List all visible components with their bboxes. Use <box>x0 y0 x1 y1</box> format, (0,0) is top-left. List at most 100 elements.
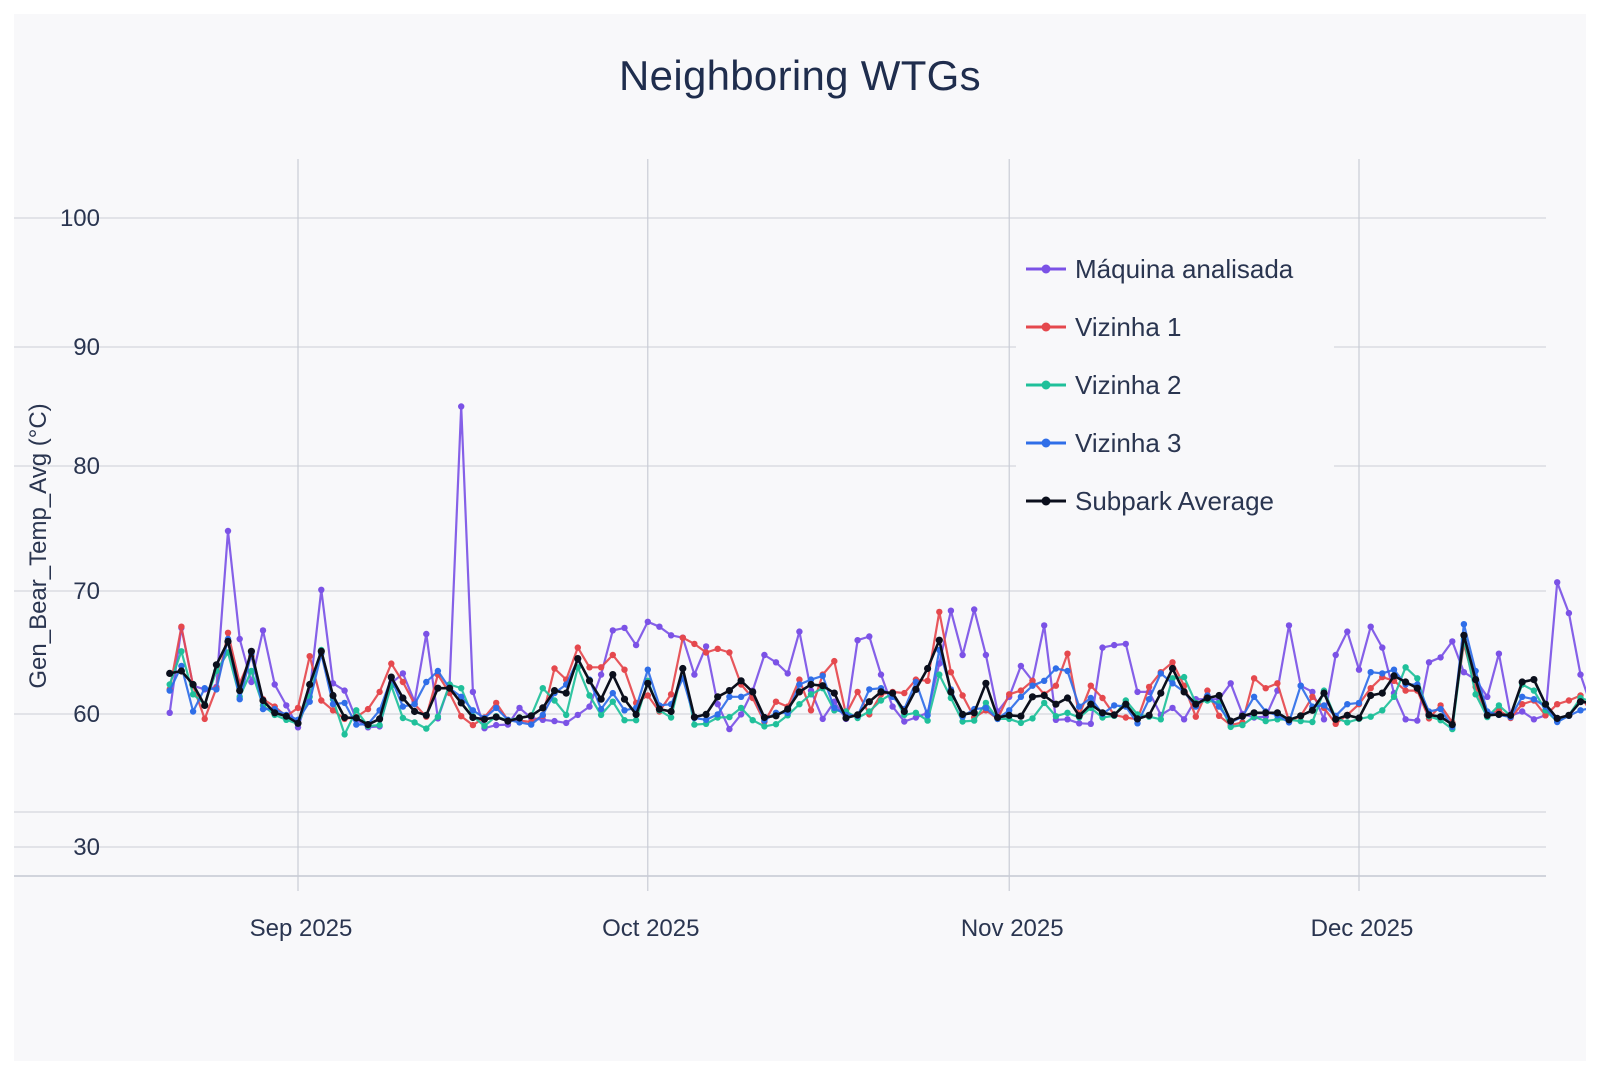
data-point <box>189 691 197 698</box>
data-point <box>1122 640 1130 648</box>
data-point <box>1204 687 1211 694</box>
data-point <box>621 707 628 714</box>
data-point <box>201 715 208 723</box>
legend-item[interactable]: Máquina analisada <box>1026 254 1294 284</box>
data-point <box>1134 688 1141 696</box>
data-point <box>551 717 558 725</box>
data-point <box>1320 702 1328 709</box>
data-point <box>1145 711 1153 719</box>
data-point <box>1565 609 1573 617</box>
data-point <box>1484 693 1491 700</box>
data-point <box>177 667 185 675</box>
data-point <box>399 670 407 677</box>
data-point <box>1064 709 1071 716</box>
data-point <box>1425 711 1433 719</box>
data-point <box>178 648 185 655</box>
data-point <box>1052 700 1060 708</box>
data-point <box>1098 709 1107 717</box>
data-point <box>189 680 197 689</box>
data-point <box>1437 654 1444 661</box>
data-point <box>1063 694 1072 702</box>
data-point <box>1414 717 1421 724</box>
data-point <box>702 649 710 656</box>
legend[interactable]: Máquina analisada Vizinha 1 Vizinha 2 Vizin… <box>1016 237 1334 529</box>
data-point <box>609 627 616 634</box>
data-point <box>1519 701 1526 708</box>
data-point <box>609 671 617 679</box>
data-point <box>784 705 792 713</box>
data-point <box>201 701 209 710</box>
data-point <box>1553 714 1561 723</box>
data-point <box>691 721 698 728</box>
data-point <box>1157 716 1165 723</box>
data-point <box>1554 701 1561 708</box>
data-point <box>247 647 255 655</box>
data-point <box>749 717 756 724</box>
data-point <box>1064 650 1071 657</box>
data-point <box>877 697 885 704</box>
data-point <box>1192 700 1200 708</box>
data-point <box>912 685 920 694</box>
data-point <box>761 723 768 730</box>
data-point <box>423 630 430 638</box>
data-point <box>1203 694 1211 702</box>
data-point <box>866 633 873 640</box>
data-point <box>1052 682 1060 689</box>
data-point <box>772 712 780 720</box>
legend-item[interactable]: Vizinha 1 <box>1026 312 1182 342</box>
data-point <box>329 691 337 700</box>
data-point <box>1052 713 1060 720</box>
data-point <box>586 664 593 671</box>
y-tick-label: 100 <box>60 205 100 232</box>
data-point <box>574 711 581 719</box>
data-point <box>306 698 313 705</box>
series-subpark-average <box>166 631 1586 729</box>
legend-item[interactable]: Subpark Average <box>1026 486 1274 516</box>
data-point <box>224 637 232 646</box>
data-point <box>726 693 733 700</box>
data-point <box>376 715 384 723</box>
data-point <box>1273 709 1281 717</box>
data-point <box>737 704 745 712</box>
data-point <box>212 661 220 669</box>
data-point <box>620 695 629 703</box>
data-point <box>1297 717 1304 725</box>
legend-box <box>1016 237 1334 529</box>
data-point <box>539 685 546 692</box>
data-point <box>1262 685 1269 692</box>
data-point <box>1344 701 1351 708</box>
legend-label: Vizinha 3 <box>1075 428 1182 458</box>
data-point <box>411 707 419 716</box>
data-point <box>353 721 360 728</box>
data-point <box>318 697 325 704</box>
chart-plot: 30 60 70 80 90 100 Sep 2025 Oct 2025 Nov 2025 Dec… <box>14 159 1586 942</box>
legend-item[interactable]: Vizinha 2 <box>1026 370 1182 400</box>
data-point <box>1413 684 1421 692</box>
data-point <box>585 677 594 685</box>
data-point <box>493 699 500 707</box>
data-point <box>166 687 173 694</box>
data-point <box>1064 716 1071 723</box>
data-point <box>912 714 920 721</box>
data-point <box>364 721 372 729</box>
chart-title: Neighboring WTGs <box>619 52 981 99</box>
data-point <box>166 669 174 678</box>
data-point <box>411 701 418 708</box>
data-point <box>1192 713 1200 720</box>
data-point <box>469 713 477 722</box>
data-point <box>1087 694 1095 702</box>
data-point <box>480 715 489 723</box>
data-point <box>1308 706 1316 714</box>
data-point <box>1332 715 1340 723</box>
data-point <box>1402 664 1409 671</box>
data-point <box>842 714 850 722</box>
data-point <box>726 713 733 721</box>
data-point <box>1320 716 1328 723</box>
data-point <box>1122 714 1130 721</box>
legend-item[interactable]: Vizinha 3 <box>1026 428 1182 458</box>
data-point <box>1285 716 1293 724</box>
data-point <box>1355 699 1363 707</box>
data-point <box>912 709 920 716</box>
y-tick-label: 90 <box>73 334 100 361</box>
data-point <box>691 671 698 678</box>
